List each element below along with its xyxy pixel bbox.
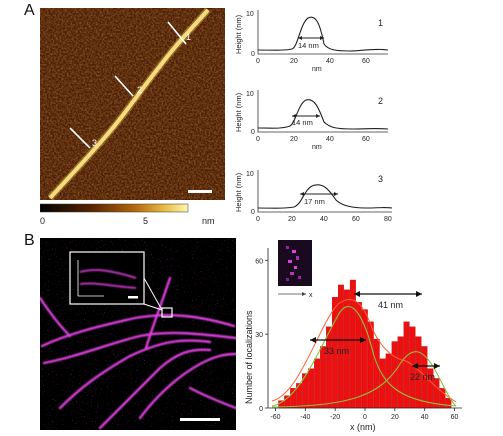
y-tick-label: 60 (255, 258, 263, 265)
annotation-41nm: 41 nm (378, 300, 403, 310)
profile-2-xlabel: nm (312, 144, 322, 151)
y-axis-label: Number of localizations (244, 310, 254, 404)
profile-1-ytick-10: 10 (246, 11, 254, 18)
marker-3: 3 (92, 138, 97, 148)
x-tick-label: 40 (421, 414, 429, 421)
x-tick-label: 0 (363, 414, 367, 421)
x-tick-label: 20 (391, 414, 399, 421)
profile-1-ylabel: Height (nm) (234, 14, 243, 54)
x-axis-label: x (nm) (350, 422, 376, 432)
profile-2: Height (nm) 10 0 14 nm 0 20 40 60 nm 2 (234, 90, 389, 151)
panel-letter-a: A (24, 2, 35, 19)
profile-3-xtick-0: 0 (256, 216, 260, 223)
annotation-22nm: 22 nm (410, 372, 435, 382)
profile-1-ytick-0: 0 (251, 51, 255, 58)
y-tick-label: 0 (259, 406, 263, 413)
histogram-bar (290, 388, 297, 409)
x-tick-label: -60 (270, 414, 280, 421)
profile-3-ytick-0: 0 (251, 209, 255, 216)
super-resolution-image (40, 238, 236, 430)
profile-3-xtick-20: 20 (288, 216, 296, 223)
profile-1-xtick-60: 60 (362, 58, 370, 65)
profile-3-xtick-60: 60 (352, 216, 360, 223)
y-tick-label: 30 (255, 332, 263, 339)
height-profiles: Height (nm) 10 0 14 nm 0 20 40 60 nm 1 H… (234, 10, 393, 223)
gaussian-fit-left (271, 306, 457, 407)
histogram-bar (308, 368, 315, 409)
profile-3-id: 3 (378, 174, 383, 184)
histogram-bar (445, 398, 452, 409)
profile-3-xtick-40: 40 (320, 216, 328, 223)
profile-2-xtick-40: 40 (326, 136, 334, 143)
profile-2-xtick-0: 0 (256, 136, 260, 143)
histogram-bar (314, 358, 320, 409)
x-tick-label: -40 (300, 414, 310, 421)
histogram-bar (326, 326, 332, 409)
profile-3-fwhm: 17 nm (304, 197, 325, 206)
histogram-bar (367, 321, 374, 409)
profile-2-id: 2 (378, 96, 383, 106)
scale-bar (180, 418, 220, 421)
profile-1-fwhm: 14 nm (298, 41, 319, 50)
x-tick-label: -20 (330, 414, 340, 421)
marker-2: 2 (137, 85, 142, 95)
profile-3-xtick-80: 80 (384, 216, 392, 223)
colorbar-unit: nm (202, 216, 215, 226)
colorbar: 0 5 nm (40, 203, 215, 226)
profile-2-ylabel: Height (nm) (234, 92, 243, 132)
profile-1-xlabel: nm (312, 66, 322, 73)
profile-1-xtick-40: 40 (326, 58, 334, 65)
profile-1-xtick-0: 0 (256, 58, 260, 65)
marker-1: 1 (186, 32, 191, 42)
histogram-bar (409, 326, 416, 409)
profile-1: Height (nm) 10 0 14 nm 0 20 40 60 nm 1 (234, 10, 389, 73)
colorbar-tick-0: 0 (40, 216, 45, 226)
localization-histogram: -60 -40 -20 0 20 40 60 0 30 60 41 nm 33 nm 22 nm… (244, 248, 462, 432)
profile-2-xtick-20: 20 (290, 136, 298, 143)
profile-2-xtick-60: 60 (362, 136, 370, 143)
profile-1-id: 1 (378, 18, 383, 28)
colorbar-tick-5: 5 (143, 216, 148, 226)
profile-2-ytick-0: 0 (251, 129, 255, 136)
annotation-33nm: 33 nm (324, 346, 349, 356)
profile-3: Height (nm) 10 0 17 nm 0 20 40 60 80 3 (234, 170, 393, 223)
inset-x-label: x (309, 292, 313, 299)
profile-3-ylabel: Height (nm) (234, 172, 243, 212)
x-tick-label: 60 (451, 414, 459, 421)
localization-inset: x (278, 240, 313, 299)
scale-bar (188, 190, 212, 193)
profile-2-ytick-10: 10 (246, 91, 254, 98)
panel-letter-b: B (24, 232, 35, 249)
histogram-bar (373, 338, 380, 409)
gaussian-fit-right (271, 351, 457, 408)
profile-1-xtick-20: 20 (290, 58, 298, 65)
profile-3-ytick-10: 10 (246, 171, 254, 178)
profile-2-fwhm: 14 nm (292, 118, 313, 127)
afm-image: 1 2 3 (40, 8, 225, 200)
histogram-bar (397, 336, 404, 409)
